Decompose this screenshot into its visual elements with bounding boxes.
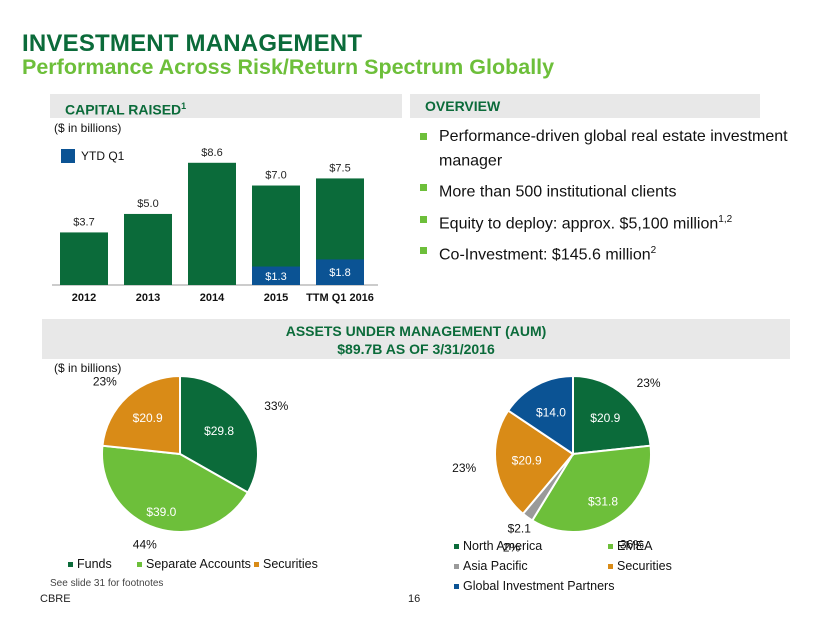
capital-raised-heading-text: CAPITAL RAISED [65, 101, 182, 118]
pie-slice [506, 374, 574, 456]
overview-bullet: Co-Investment: $145.6 million2 [420, 241, 800, 265]
capital-raised-heading: CAPITAL RAISED1 [50, 94, 402, 122]
legend-label: North America [463, 539, 542, 553]
pie-value-label: $20.9 [512, 454, 542, 468]
aum-unit: ($ in billions) [54, 361, 122, 375]
pie-value-label: $20.9 [590, 411, 620, 425]
pie-slice [179, 374, 259, 494]
pie-percent-label: 44% [133, 538, 157, 552]
legend-label: EMEA [617, 539, 653, 553]
page-subtitle: Performance Across Risk/Return Spectrum … [22, 55, 555, 79]
overview-bullet: More than 500 institutional clients [420, 178, 800, 202]
pie-percent-label: 36% [620, 537, 644, 551]
legend-label: Separate Accounts [146, 557, 251, 571]
legend-marker [137, 562, 142, 567]
overview-bullet: Performance-driven global real estate in… [420, 127, 800, 171]
aum-by-region-pie-chart: $20.9 23% $31.8 36% $2.1 2% $20.9 23% $14.0 16% No… [452, 368, 672, 593]
pie-slice [101, 374, 181, 456]
overview-heading: OVERVIEW [425, 98, 501, 114]
legend-marker [68, 562, 73, 567]
page-number: 16 [408, 593, 421, 605]
legend-marker [454, 584, 459, 589]
pie-percent-label: 33% [264, 399, 288, 413]
legend-swatch-ytd-q1 [61, 149, 75, 163]
legend-label: Global Investment Partners [463, 579, 614, 593]
bullet-text: Equity to deploy: approx. $5,100 million [439, 214, 719, 232]
bar-ytd-q1 [316, 259, 364, 285]
bar-total [60, 232, 108, 285]
x-tick-label: 2015 [264, 292, 288, 304]
bar-total-label: $8.6 [201, 147, 222, 159]
legend-label: Securities [617, 559, 672, 573]
bar-ytd-q1 [252, 266, 300, 285]
legend-label: Securities [263, 557, 318, 571]
bullet-square-icon [420, 246, 427, 254]
capital-raised-band: CAPITAL RAISED1 [50, 94, 402, 118]
aum-heading: ASSETS UNDER MANAGEMENT (AUM) [285, 323, 547, 339]
legend-label: Asia Pacific [463, 559, 528, 573]
capital-raised-bar-chart: $3.7 2012 $5.0 2013 $8.6 2014 $7.0 $1.3 2015 $7.5… [52, 147, 378, 304]
bullet-text: More than 500 institutional clients [439, 183, 677, 201]
bullet-text: Performance-driven global real estate in… [439, 128, 788, 170]
bar-total-label: $5.0 [137, 198, 158, 210]
legend-label: Funds [77, 557, 112, 571]
bullet-text: Co-Investment: $145.6 million [439, 246, 651, 264]
legend-marker [608, 544, 613, 549]
bullet-square-icon [420, 215, 427, 223]
page-title: INVESTMENT MANAGEMENT [22, 30, 363, 57]
bullet-footnote-ref: 2 [650, 244, 657, 256]
bar-total-label: $3.7 [73, 216, 94, 228]
bullet-square-icon [420, 133, 427, 140]
bar-total-label: $7.0 [265, 170, 286, 182]
pie-value-label: $31.8 [588, 494, 618, 508]
overview-bullet-list: Performance-driven global real estate in… [420, 127, 800, 272]
capital-raised-unit: ($ in billions) [54, 121, 122, 135]
x-tick-label: 2013 [136, 292, 160, 304]
legend-marker [254, 562, 259, 567]
legend-marker [454, 564, 459, 569]
pie-percent-label: 2% [503, 540, 521, 554]
pie-value-label: $39.0 [146, 505, 176, 519]
pie-percent-label: 23% [637, 376, 661, 390]
legend-marker [608, 564, 613, 569]
aum-by-type-pie-chart: $29.8 33% $39.0 44% $20.9 23% Funds Separate Ac… [68, 374, 318, 571]
bar-ytd-q1-label: $1.8 [329, 267, 350, 279]
legend-marker [454, 544, 459, 549]
bar-total [188, 162, 236, 285]
bar-total-label: $7.5 [329, 162, 350, 174]
pie-percent-label: 23% [93, 374, 117, 388]
brand-name: CBRE [40, 593, 71, 605]
legend-label-ytd-q1: YTD Q1 [81, 149, 125, 163]
x-tick-label: 2014 [200, 292, 225, 304]
overview-band: OVERVIEW [410, 94, 760, 118]
pie-value-label: $14.0 [536, 406, 566, 420]
x-tick-label: 2012 [72, 292, 96, 304]
pie-slice [530, 444, 652, 533]
pie-value-label: $20.9 [133, 411, 163, 425]
pie-percent-label: 16% [509, 368, 533, 371]
pie-slice [572, 374, 652, 456]
pie-percent-label: 23% [452, 461, 476, 475]
bar-ytd-q1-label: $1.3 [265, 271, 286, 283]
pie-value-label: $2.1 [508, 522, 532, 536]
aum-total: $89.7B AS OF 3/31/2016 [337, 341, 495, 357]
footnote-reference: See slide 31 for footnotes [50, 578, 164, 589]
pie-slice [101, 444, 250, 533]
aum-band: ASSETS UNDER MANAGEMENT (AUM) $89.7B AS … [42, 319, 790, 359]
bullet-footnote-ref: 1,2 [718, 213, 733, 225]
overview-bullet: Equity to deploy: approx. $5,100 million… [420, 210, 800, 234]
x-tick-label: TTM Q1 2016 [306, 292, 374, 304]
bar-total [124, 213, 172, 285]
pie-value-label: $29.8 [204, 424, 234, 438]
capital-raised-footnote-ref: 1 [181, 101, 187, 111]
pie-slice [494, 409, 575, 516]
bullet-square-icon [420, 184, 427, 192]
